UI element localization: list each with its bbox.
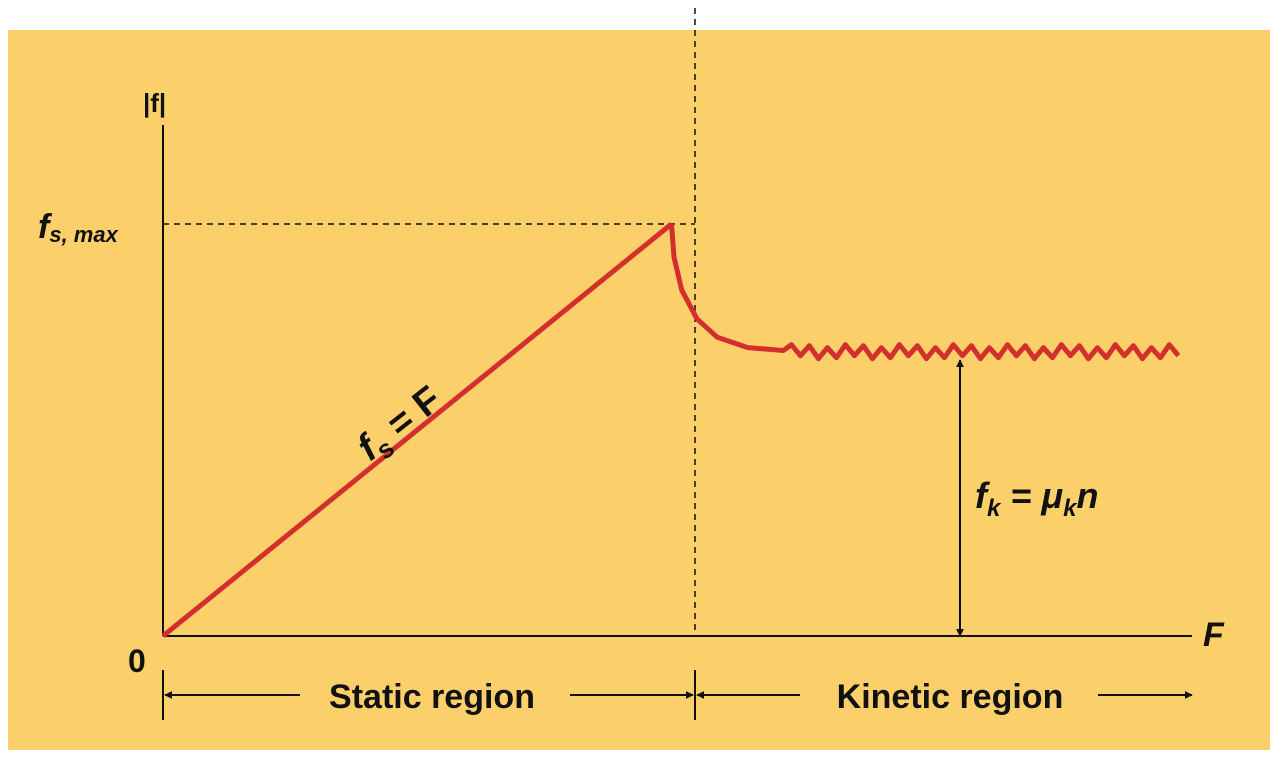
kinetic-region-label: Kinetic region (837, 678, 1064, 716)
x-axis-label: F (1203, 616, 1225, 654)
origin-label: 0 (128, 643, 146, 679)
y-axis-label: |f| (143, 88, 166, 118)
static-region-label: Static region (329, 678, 535, 716)
kinetic-friction-label: fk = μkn (975, 475, 1098, 522)
static-friction-line (161, 222, 674, 638)
ytick-label-fs-max: fs, max (38, 208, 119, 247)
kinetic-friction-curve (669, 223, 1181, 362)
chart-background (8, 30, 1270, 750)
